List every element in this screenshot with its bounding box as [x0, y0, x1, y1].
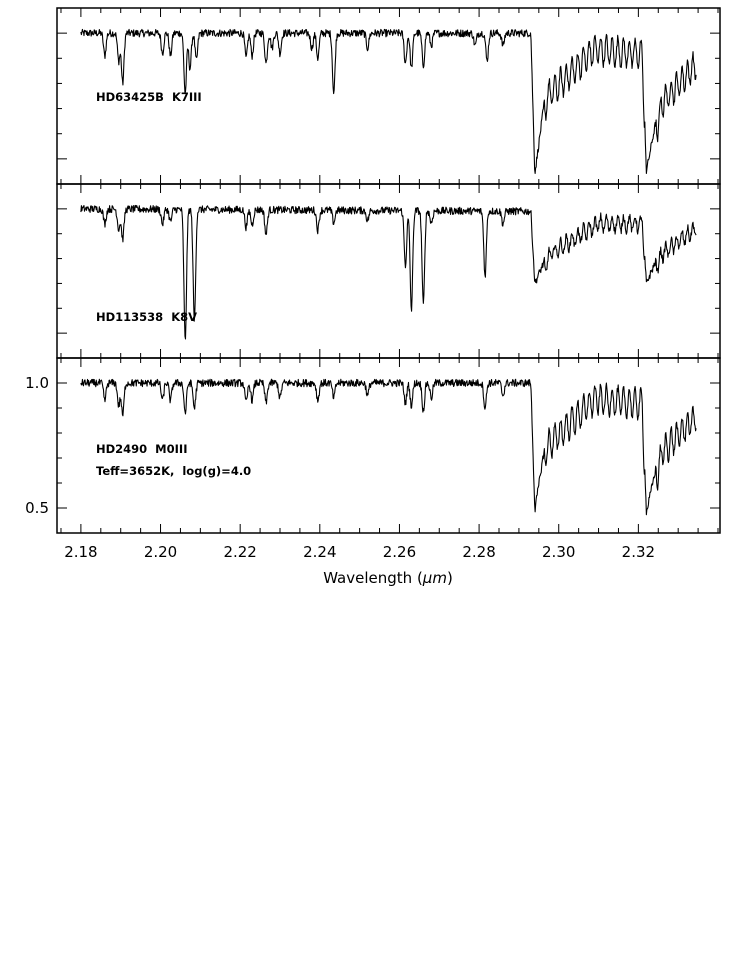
x-tick-label: 2.20: [144, 543, 177, 561]
spectrum-line-HD113538: [80, 204, 697, 340]
x-tick-label: 2.26: [383, 543, 416, 561]
y-tick-label: 0.5: [25, 499, 49, 517]
x-axis-label-close: ): [447, 569, 453, 587]
x-axis-label-unit: μm: [422, 569, 447, 587]
x-tick-label: 2.22: [223, 543, 256, 561]
y-ticks: [57, 183, 720, 334]
panel-HD63425B: HD63425B K7III: [56, 7, 721, 185]
x-tick-label: 2.32: [622, 543, 655, 561]
x-tick-labels: 2.18 2.20 2.22 2.24 2.26 2.28 2.30 2.32: [64, 543, 655, 561]
x-ticks: [60, 8, 719, 184]
spectrum-line-HD2490: [80, 378, 697, 516]
x-tick-label: 2.30: [542, 543, 575, 561]
spectra-panels: HD63425B K7III HD113538 K8V 0.5 1.0 HD2490 M…: [25, 7, 721, 534]
x-ticks: [60, 358, 719, 533]
x-tick-label: 2.28: [462, 543, 495, 561]
x-axis-label-text: Wavelength (: [323, 569, 423, 587]
y-ticks: [57, 357, 720, 509]
y-ticks: [57, 7, 720, 160]
panel-HD113538: HD113538 K8V: [56, 183, 721, 359]
spectrum-line-HD63425B: [80, 28, 697, 175]
x-tick-label: 2.18: [64, 543, 97, 561]
y-tick-label: 1.0: [25, 374, 49, 392]
x-axis-label: Wavelength (μm): [323, 569, 453, 587]
panel-label: HD63425B K7III: [96, 90, 202, 104]
panel-sublabel: Teff=3652K, log(g)=4.0: [96, 464, 251, 478]
panel-label: HD113538 K8V: [96, 310, 197, 324]
panel-frame: [56, 357, 721, 534]
x-ticks: [60, 184, 719, 358]
x-tick-label: 2.24: [303, 543, 336, 561]
panel-label: HD2490 M0III: [96, 442, 187, 456]
panel-HD2490: 0.5 1.0 HD2490 M0III Teff=3652K, log(g)=4.0: [25, 357, 721, 534]
